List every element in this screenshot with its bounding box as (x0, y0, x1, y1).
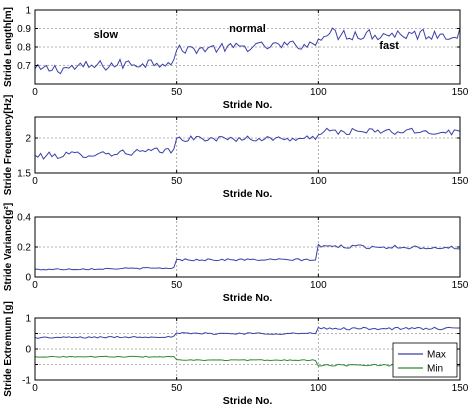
x-axis-label: Stride No. (223, 292, 273, 304)
x-axis-label: Stride No. (223, 395, 273, 407)
x-axis-label: Stride No. (223, 188, 273, 200)
series-line (34, 243, 461, 271)
y-axis-label: Stride Extremum [g] (3, 301, 14, 397)
series-line (34, 27, 461, 75)
legend-label-max: Max (427, 350, 446, 361)
y-tick-label: 2 (25, 134, 31, 145)
annotation-fast: fast (379, 40, 399, 52)
x-tick-label: 100 (310, 176, 327, 187)
annotation-normal: normal (229, 23, 266, 35)
x-tick-label: 150 (452, 87, 469, 98)
y-tick-label: 0 (25, 345, 31, 356)
x-tick-label: 0 (32, 176, 38, 187)
chart-panel-3: 0 50 100 150 0 0.2 0.4 Stride No. Stride Varianc… (3, 203, 469, 304)
series-line-min (34, 355, 461, 367)
y-tick-label: 0.4 (17, 213, 31, 224)
y-axis-label: Stride Variance[g²] (3, 203, 14, 291)
y-tick-label: -1 (22, 376, 31, 387)
x-tick-label: 0 (32, 280, 38, 291)
x-axis-label: Stride No. (223, 99, 273, 111)
x-tick-label: 100 (310, 280, 327, 291)
x-tick-label: 150 (452, 383, 469, 394)
x-tick-label: 0 (32, 383, 38, 394)
x-tick-label: 100 (310, 383, 327, 394)
plot-frame (34, 116, 461, 174)
y-tick-label: 1 (25, 314, 31, 325)
x-tick-label: 50 (171, 383, 183, 394)
annotation-slow: slow (94, 29, 119, 41)
series-line-max (34, 326, 461, 339)
x-tick-label: 150 (452, 280, 469, 291)
x-tick-label: 50 (171, 176, 183, 187)
y-tick-label: 1 (25, 6, 31, 17)
y-tick-label: 0.8 (17, 43, 31, 54)
legend: Max Min (392, 342, 458, 378)
chart-panel-2: 0 50 100 150 1.5 2 Stride No. Stride Frequency[… (3, 95, 469, 200)
x-tick-label: 50 (171, 87, 183, 98)
y-tick-label: 0.9 (17, 24, 31, 35)
chart-panel-1: 0 50 100 150 0.7 0.8 0.9 1 Stride No. Stride Leng… (3, 6, 469, 112)
y-tick-label: 0.7 (17, 61, 31, 72)
series-line (34, 127, 461, 160)
x-tick-label: 100 (310, 87, 327, 98)
legend-box (392, 342, 458, 378)
legend-label-min: Min (427, 364, 443, 375)
x-tick-label: 0 (32, 87, 38, 98)
x-tick-label: 150 (452, 176, 469, 187)
y-axis-label: Stride Frequency[Hz] (3, 95, 14, 196)
x-tick-label: 50 (171, 280, 183, 291)
y-axis-label: Stride Length[m] (3, 7, 14, 87)
y-tick-label: 0 (25, 273, 31, 284)
y-tick-label: 1.5 (17, 169, 31, 180)
y-tick-label: 0.2 (17, 243, 31, 254)
